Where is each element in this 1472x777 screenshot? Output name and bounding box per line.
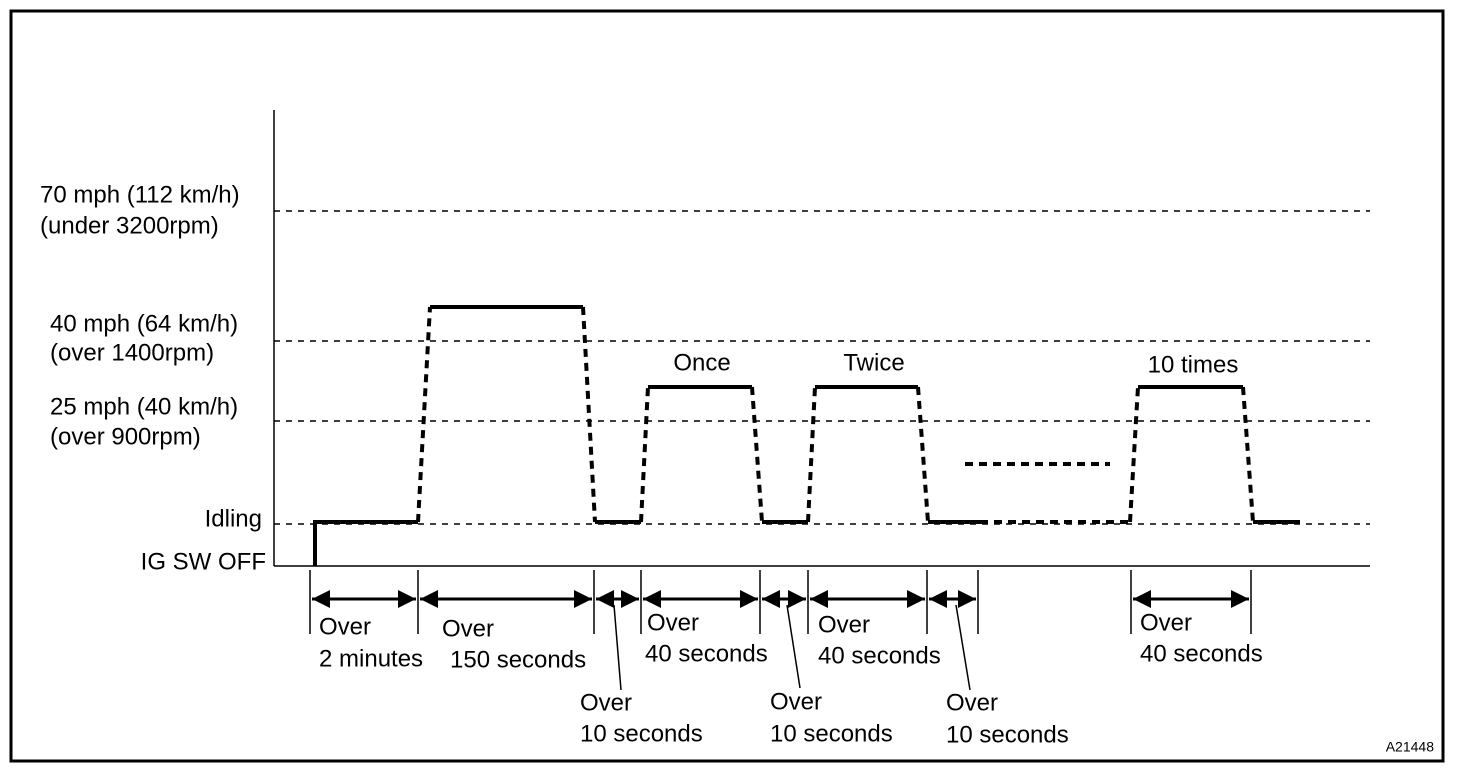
interval-label: 150 seconds	[450, 646, 586, 673]
repetition-label: Once	[673, 349, 730, 376]
interval-label: Over	[319, 613, 371, 640]
axes	[273, 110, 1370, 567]
interval-label: Over	[818, 611, 870, 638]
level-label: (under 3200rpm)	[40, 212, 219, 239]
interval-label: 10 seconds	[946, 721, 1069, 748]
repetition-label: 10 times	[1148, 351, 1239, 378]
interval-labels: Over 2 minutes Over 150 seconds Over 10 …	[319, 609, 1263, 748]
level-label: 25 mph (40 km/h)	[50, 393, 238, 420]
level-label: IG SW OFF	[141, 548, 266, 575]
interval-label: 10 seconds	[770, 720, 893, 747]
interval-label: Over	[1140, 609, 1192, 636]
interval-markers	[309, 570, 1252, 691]
repetition-label: Twice	[843, 349, 904, 376]
level-label: Idling	[205, 505, 262, 532]
level-label: (over 1400rpm)	[50, 339, 214, 366]
interval-label: Over	[770, 688, 822, 715]
interval-label: 10 seconds	[580, 720, 703, 747]
interval-label: 2 minutes	[319, 645, 423, 672]
figure-id: A21448	[1386, 739, 1434, 755]
interval-label: Over	[647, 609, 699, 636]
level-label: (over 900rpm)	[50, 423, 201, 450]
level-labels: 70 mph (112 km/h) (under 3200rpm) 40 mph…	[40, 181, 266, 575]
interval-label: 40 seconds	[645, 640, 768, 667]
level-label: 70 mph (112 km/h)	[40, 181, 240, 208]
interval-label: Over	[580, 689, 632, 716]
level-label: 40 mph (64 km/h)	[50, 310, 238, 337]
interval-label: 40 seconds	[818, 642, 941, 669]
speed-trace	[313, 305, 1300, 566]
frame	[9, 9, 1445, 763]
interval-label: Over	[442, 615, 494, 642]
interval-label: 40 seconds	[1140, 640, 1263, 667]
interval-label: Over	[946, 689, 998, 716]
